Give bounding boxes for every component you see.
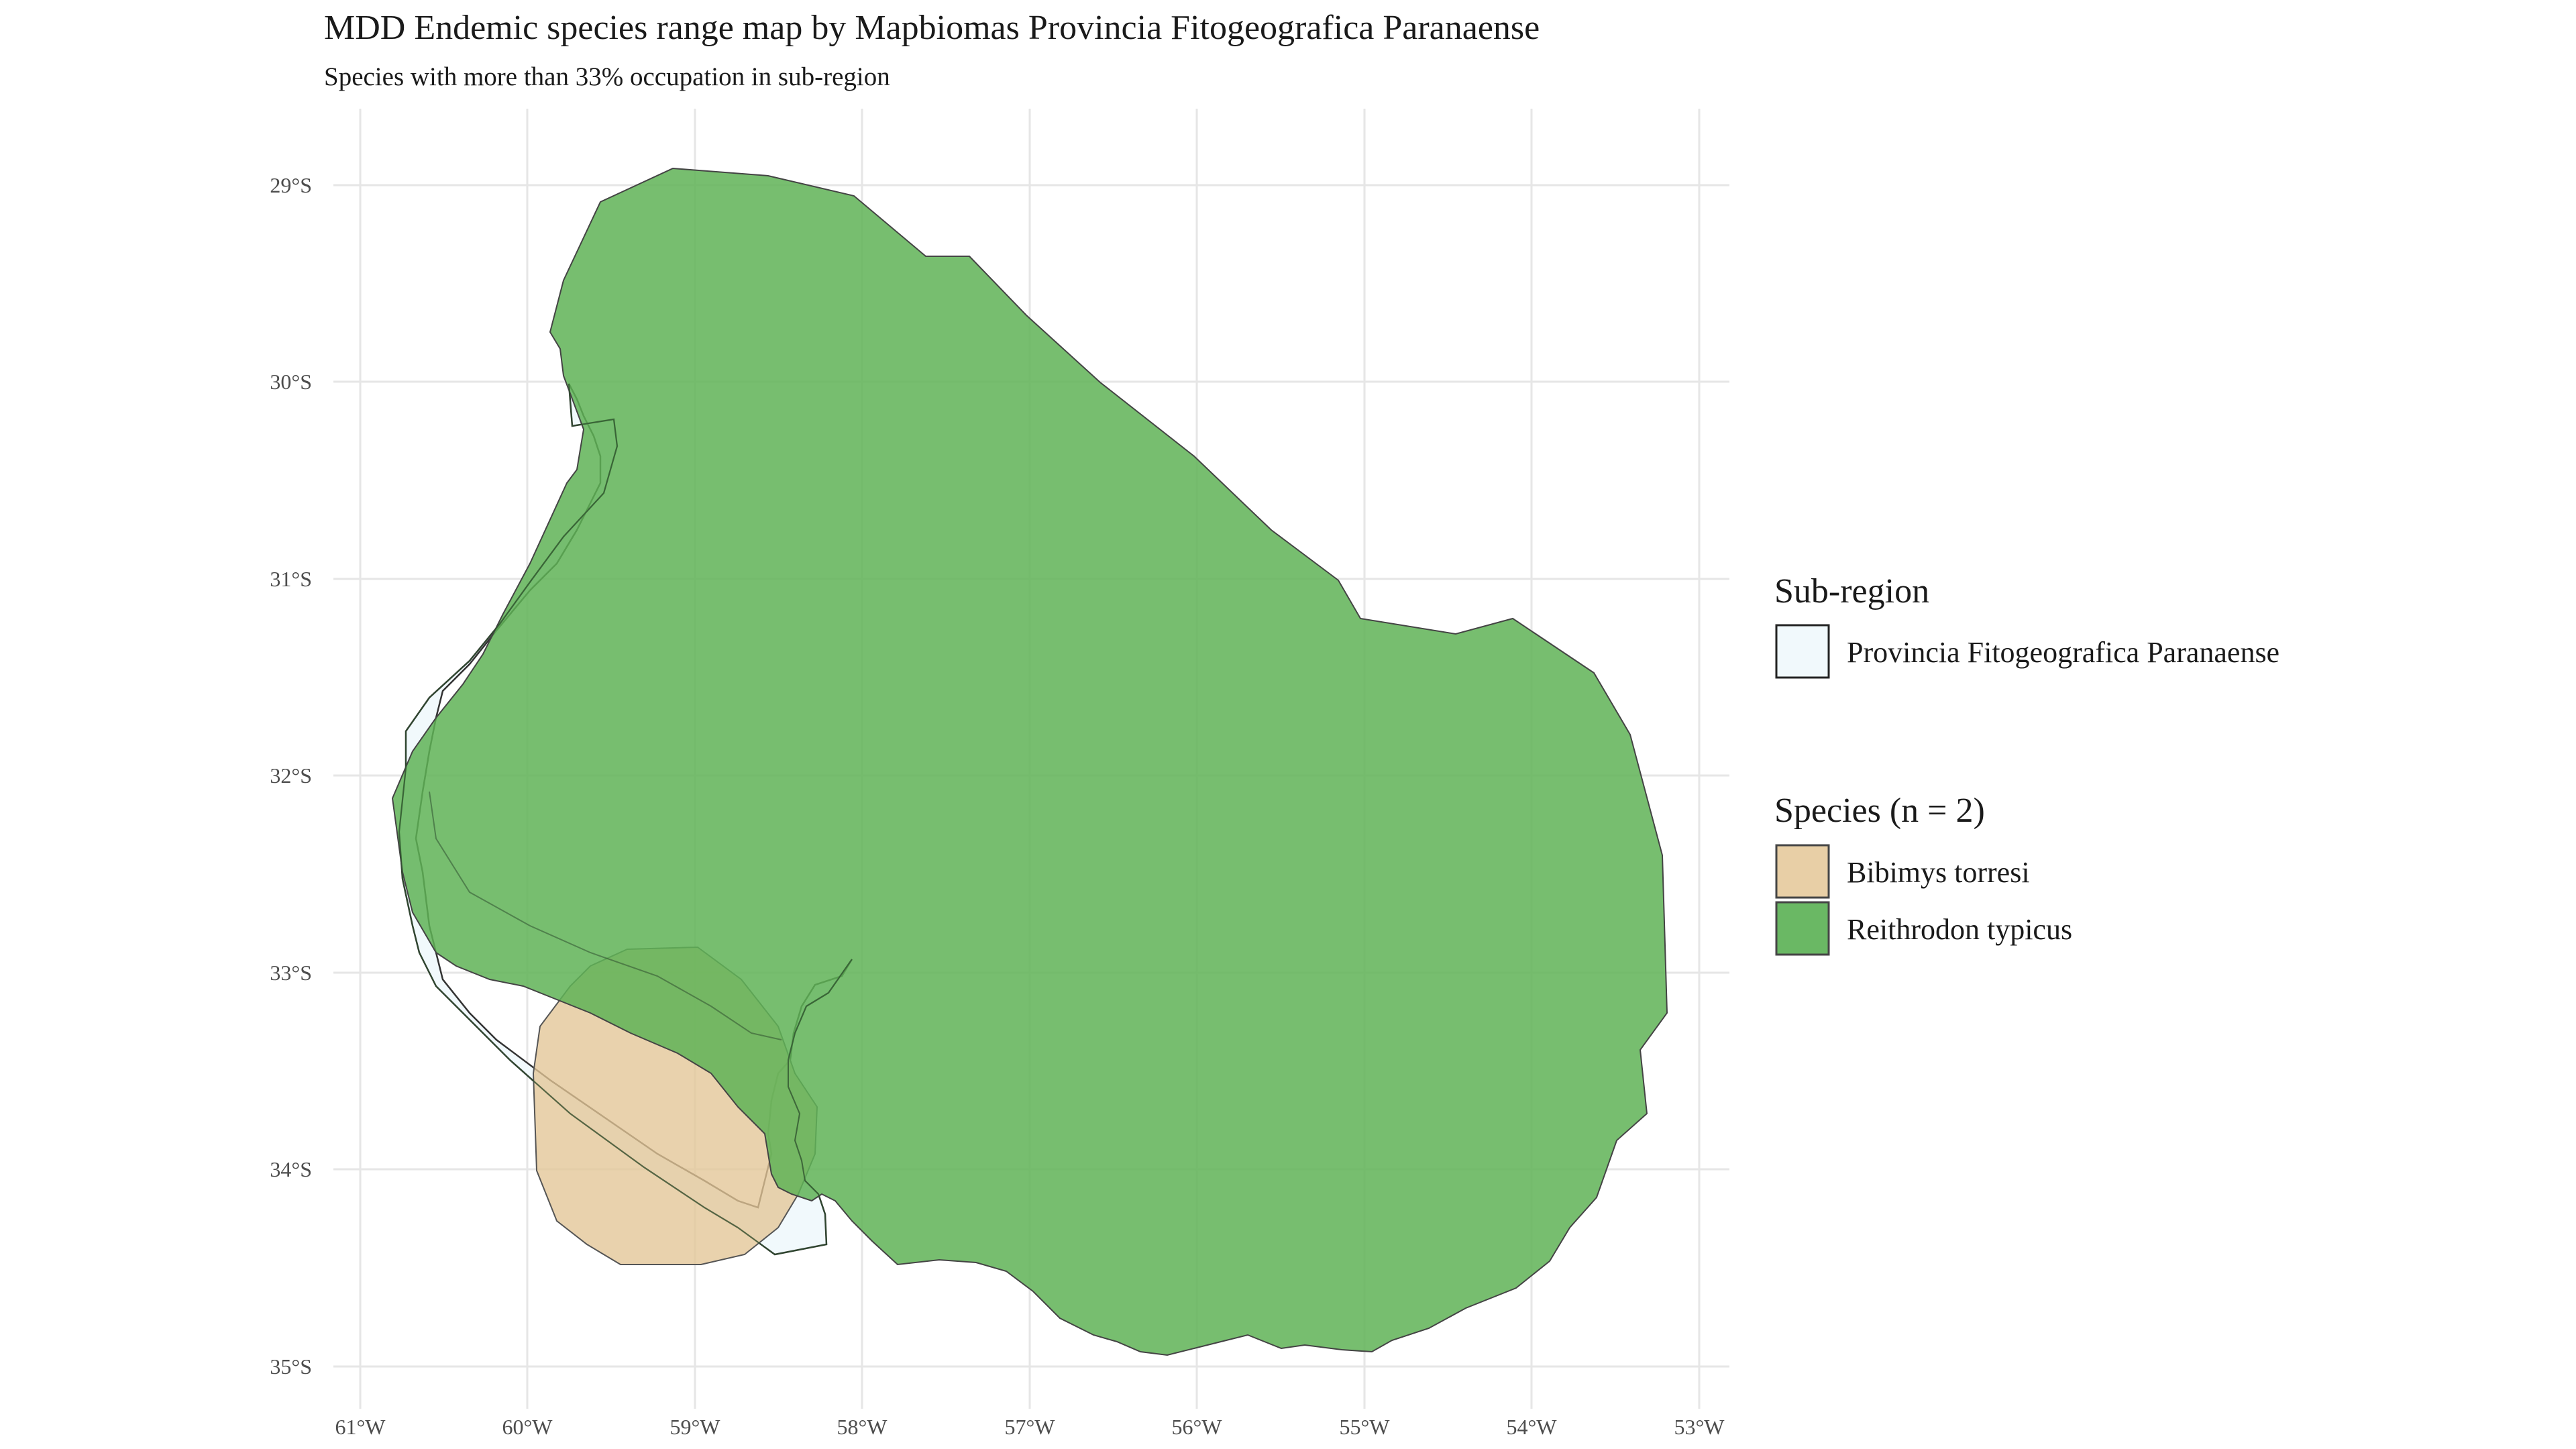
legend-item-bibimys-torresi: Bibimys torresi xyxy=(1847,856,2030,889)
subregion-outline-overlay xyxy=(398,383,853,1256)
x-tick-label: 55°W xyxy=(1340,1415,1391,1439)
legend-item-reithrodon-typicus: Reithrodon typicus xyxy=(1847,913,2072,946)
y-tick-label: 30°S xyxy=(270,370,312,394)
legend-species: Species (n = 2) Bibimys torresi Reithrod… xyxy=(1774,792,2072,956)
map-title: MDD Endemic species range map by Mapbiom… xyxy=(324,9,1540,47)
y-tick-label: 34°S xyxy=(270,1157,312,1181)
x-tick-label: 57°W xyxy=(1005,1415,1056,1439)
y-tick-label: 29°S xyxy=(270,173,312,197)
range-reithrodon-typicus xyxy=(391,167,1668,1356)
x-axis-ticks: 61°W 60°W 59°W 58°W 57°W 56°W 55°W 54°W … xyxy=(335,1415,1725,1439)
x-tick-label: 53°W xyxy=(1674,1415,1725,1439)
x-tick-label: 59°W xyxy=(670,1415,721,1439)
map-subtitle: Species with more than 33% occupation in… xyxy=(324,62,890,91)
legend-swatch-bibimys-torresi xyxy=(1775,844,1830,899)
x-tick-label: 56°W xyxy=(1172,1415,1223,1439)
y-tick-label: 33°S xyxy=(270,961,312,985)
x-tick-label: 60°W xyxy=(502,1415,553,1439)
y-tick-label: 32°S xyxy=(270,763,312,788)
subregion-inner-river-line xyxy=(429,791,782,1040)
x-tick-label: 61°W xyxy=(335,1415,386,1439)
legend-swatch-reithrodon-typicus xyxy=(1775,901,1830,956)
x-tick-label: 58°W xyxy=(837,1415,888,1439)
y-tick-label: 31°S xyxy=(270,567,312,591)
y-axis-ticks: 29°S 30°S 31°S 32°S 33°S 34°S 35°S xyxy=(270,173,312,1379)
legend-subregion-title: Sub-region xyxy=(1774,572,1929,610)
legend-swatch-provincia-paranaense xyxy=(1775,624,1830,679)
x-tick-label: 54°W xyxy=(1507,1415,1558,1439)
legend-subregion: Sub-region Provincia Fitogeografica Para… xyxy=(1774,572,2279,679)
legend-item-provincia-paranaense: Provincia Fitogeografica Paranaense xyxy=(1847,636,2279,669)
y-tick-label: 35°S xyxy=(270,1354,312,1379)
legend-species-title: Species (n = 2) xyxy=(1774,792,1985,830)
